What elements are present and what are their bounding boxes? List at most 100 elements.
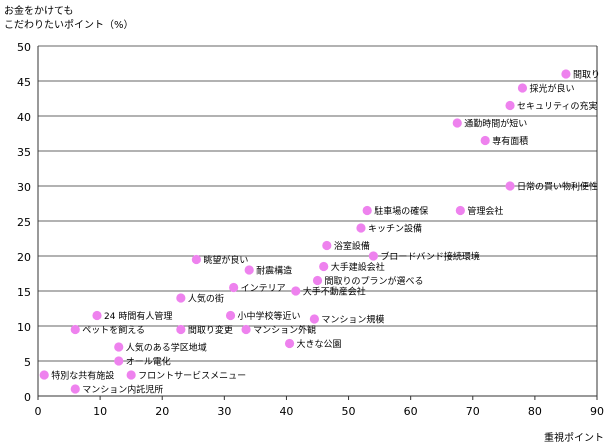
x-tick-label: 90 xyxy=(590,405,604,418)
data-point: 管理会社 xyxy=(455,205,503,217)
data-point-marker xyxy=(191,254,201,265)
data-point: 採光が良い xyxy=(517,83,574,95)
data-point-marker xyxy=(244,265,254,275)
y-tick-label: 35 xyxy=(17,146,31,159)
data-point-marker xyxy=(455,205,465,216)
y-tick-label: 20 xyxy=(17,251,31,264)
data-point-label: 浴室設備 xyxy=(334,240,370,252)
y-axis-title-line-2: こだわりたいポイント（%） xyxy=(4,19,134,31)
data-point-marker xyxy=(322,240,332,251)
data-point-marker xyxy=(229,282,239,293)
data-point: 浴室設備 xyxy=(322,240,370,252)
data-point-label: 小中学校等近い xyxy=(238,310,301,322)
data-point-marker xyxy=(480,135,490,146)
data-point-label: 間取りのプランが選べる xyxy=(325,275,424,287)
data-point: 通勤時間が短い xyxy=(452,118,527,130)
data-point-marker xyxy=(561,69,571,79)
y-axis-title: お金をかけても こだわりたいポイント（%） xyxy=(4,4,134,31)
data-point: マンション外観 xyxy=(241,324,316,336)
data-point-marker xyxy=(176,324,186,335)
y-tick-label: 50 xyxy=(17,41,31,54)
y-tick-label: 25 xyxy=(17,216,31,229)
x-tick-labels: 0 10 20 30 40 50 60 70 80 90 xyxy=(35,405,605,418)
data-point: 大きな公園 xyxy=(284,338,342,350)
data-point: ペットを飼える xyxy=(70,324,145,336)
data-point-marker xyxy=(319,261,329,272)
data-point-label: 人気のある学区地域 xyxy=(126,342,207,354)
x-tick-label: 40 xyxy=(279,405,293,418)
data-point-marker xyxy=(70,324,80,335)
data-point: キッチン設備 xyxy=(356,223,422,235)
y-tick-label: 30 xyxy=(17,181,31,194)
data-point-label: ブロードバンド接続環境 xyxy=(380,251,479,263)
data-point-marker xyxy=(225,310,236,321)
data-point-marker xyxy=(176,293,186,303)
data-point-label: オール電化 xyxy=(126,356,171,368)
data-point: マンション規模 xyxy=(309,314,384,326)
x-tick-label: 0 xyxy=(35,405,42,418)
data-point: セキュリティの充実 xyxy=(505,100,598,112)
data-point-marker xyxy=(241,324,251,335)
data-point: インテリア xyxy=(229,282,286,294)
data-point-label: 人気の街 xyxy=(188,293,224,305)
data-point-label: マンション規模 xyxy=(321,315,384,326)
data-point-marker xyxy=(505,181,515,191)
data-point-marker xyxy=(362,205,372,216)
data-point-label: 専有面積 xyxy=(492,135,528,147)
data-point-marker xyxy=(309,314,319,324)
gridlines xyxy=(38,45,597,362)
x-tick-label: 50 xyxy=(342,405,356,418)
data-point-label: 特別な共有施設 xyxy=(51,370,114,382)
data-point-marker xyxy=(114,342,124,352)
y-tick-label: 5 xyxy=(24,356,31,369)
data-point-label: 日常の買い物利便性 xyxy=(517,181,598,193)
data-point: 耐震構造 xyxy=(244,265,292,277)
data-point: 駐車場の確保 xyxy=(362,205,428,217)
y-tick-label: 45 xyxy=(17,76,31,89)
data-point-label: 間取り変更 xyxy=(188,324,233,336)
data-point-label: 大手不動産会社 xyxy=(303,286,366,298)
x-tick-label: 30 xyxy=(217,405,231,418)
data-point: 間取り変更 xyxy=(176,324,233,336)
data-point-label: セキュリティの充実 xyxy=(517,100,597,112)
data-point-label: 管理会社 xyxy=(467,205,503,217)
data-point-label: 耐震構造 xyxy=(256,265,292,277)
data-point-marker xyxy=(70,384,80,394)
data-point: 大手不動産会社 xyxy=(291,286,366,298)
y-tick-label: 10 xyxy=(17,321,31,334)
data-point-marker xyxy=(517,83,528,93)
y-axis-title-line-1: お金をかけても xyxy=(4,4,74,17)
data-point: 24 時間有人管理 xyxy=(92,310,172,322)
data-point-marker xyxy=(312,275,323,286)
data-point-marker xyxy=(39,370,49,380)
data-point-marker xyxy=(92,310,102,321)
x-tick-label: 20 xyxy=(155,405,169,418)
data-point-label: 大きな公園 xyxy=(297,338,342,350)
data-point: 人気の街 xyxy=(176,293,224,305)
x-tick-label: 60 xyxy=(404,405,418,418)
data-point-label: 通勤時間が短い xyxy=(464,118,527,130)
x-tick-label: 10 xyxy=(93,405,107,418)
data-point: オール電化 xyxy=(114,356,171,368)
data-point-marker xyxy=(452,118,462,128)
data-point: 小中学校等近い xyxy=(225,310,301,322)
data-point: 大手建設会社 xyxy=(319,261,385,273)
x-tick-label: 70 xyxy=(466,405,480,418)
data-point-marker xyxy=(291,286,301,296)
data-point-label: 24 時間有人管理 xyxy=(104,310,172,322)
data-point: 特別な共有施設 xyxy=(39,370,114,382)
data-point: フロントサービスメニュー xyxy=(126,370,246,382)
data-point-marker xyxy=(505,100,515,111)
data-point: 専有面積 xyxy=(480,135,528,147)
data-point: 間取り xyxy=(561,69,600,81)
data-point: マンション内託児所 xyxy=(70,384,163,396)
y-tick-label: 0 xyxy=(24,391,31,404)
data-point-label: 駐車場の確保 xyxy=(374,205,428,217)
data-point-label: 間取り xyxy=(573,70,600,81)
data-point-marker xyxy=(356,223,366,233)
data-point-label: マンション外観 xyxy=(253,324,316,336)
data-point-label: インテリア xyxy=(241,283,286,294)
data-point-label: 採光が良い xyxy=(529,83,574,95)
data-point-marker xyxy=(126,370,136,380)
